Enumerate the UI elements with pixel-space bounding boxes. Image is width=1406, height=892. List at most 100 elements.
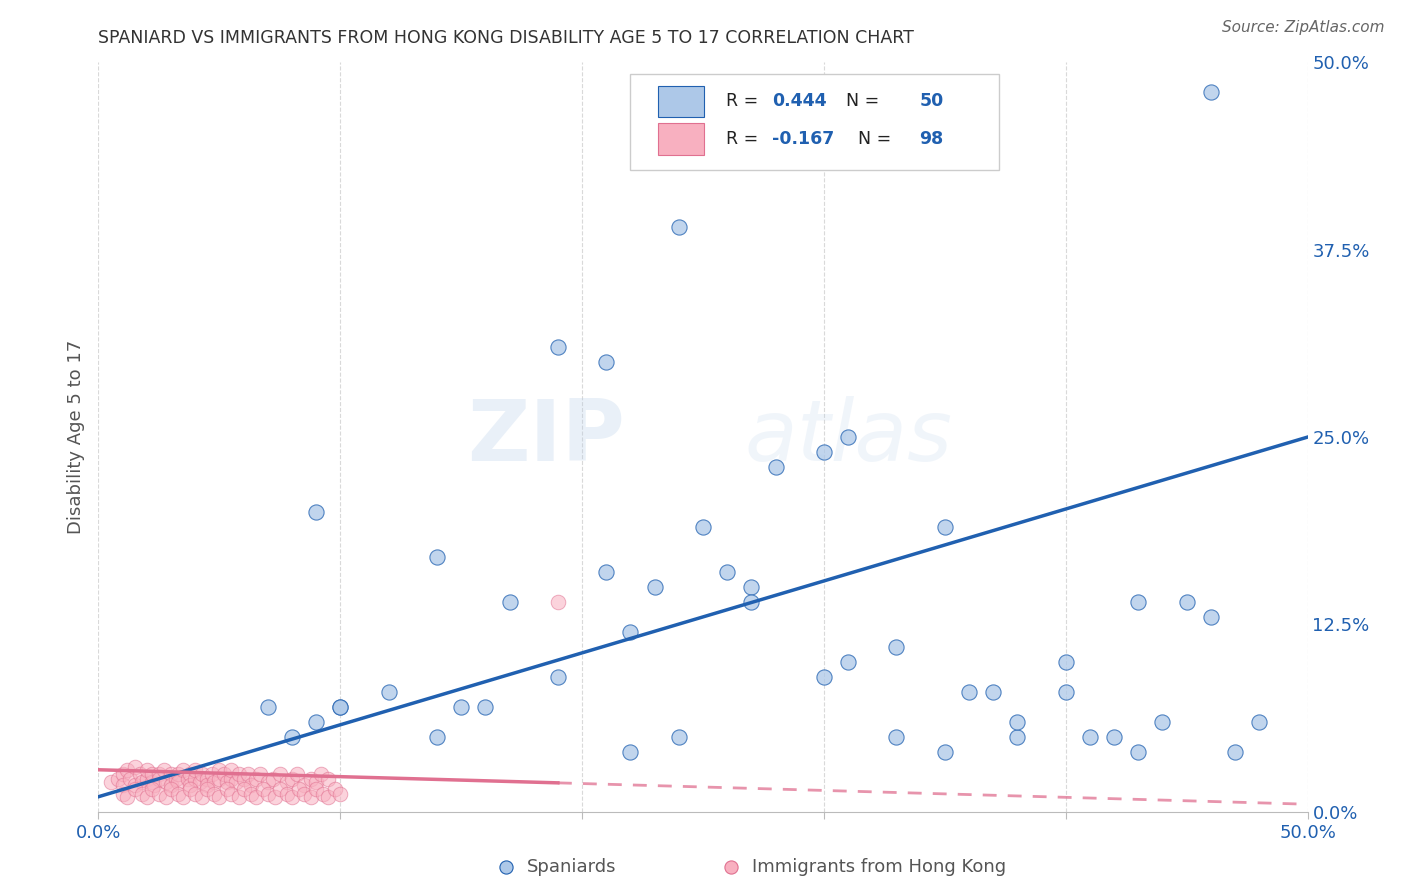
Text: Immigrants from Hong Kong: Immigrants from Hong Kong xyxy=(752,858,1007,876)
Point xyxy=(1078,730,1101,744)
Point xyxy=(208,789,231,804)
Point xyxy=(188,774,211,789)
Point xyxy=(111,778,134,792)
Point xyxy=(141,774,163,789)
Point xyxy=(177,772,200,786)
Point xyxy=(195,778,218,792)
Point xyxy=(269,782,291,797)
Text: R =: R = xyxy=(725,130,763,148)
Point xyxy=(262,772,284,786)
Point xyxy=(281,789,304,804)
Point xyxy=(740,580,762,594)
Point xyxy=(256,787,278,801)
Point xyxy=(228,767,250,781)
Point xyxy=(1054,685,1077,699)
FancyBboxPatch shape xyxy=(658,123,704,154)
Point xyxy=(179,782,201,797)
FancyBboxPatch shape xyxy=(630,74,1000,169)
Point xyxy=(813,445,835,459)
Point xyxy=(179,767,201,781)
Point xyxy=(135,763,157,777)
Point xyxy=(245,789,267,804)
Point xyxy=(329,699,352,714)
Point xyxy=(100,774,122,789)
Point xyxy=(208,763,231,777)
Point xyxy=(107,772,129,786)
Point xyxy=(256,699,278,714)
Point xyxy=(215,782,238,797)
Point xyxy=(184,763,207,777)
Point xyxy=(285,767,308,781)
Point xyxy=(252,782,274,797)
Point xyxy=(221,787,243,801)
Point xyxy=(148,772,170,786)
Point xyxy=(124,760,146,774)
Point xyxy=(1175,595,1198,609)
Point xyxy=(716,565,738,579)
Point xyxy=(934,745,956,759)
Point xyxy=(1199,610,1222,624)
Point xyxy=(269,767,291,781)
Point xyxy=(498,595,520,609)
Point xyxy=(155,789,177,804)
Point xyxy=(201,767,224,781)
Point xyxy=(288,782,311,797)
Point xyxy=(619,624,641,639)
Point xyxy=(191,767,214,781)
Point xyxy=(1102,730,1125,744)
Point xyxy=(135,789,157,804)
Text: Source: ZipAtlas.com: Source: ZipAtlas.com xyxy=(1222,20,1385,35)
Point xyxy=(886,640,908,654)
Point xyxy=(195,782,218,797)
Point xyxy=(595,565,617,579)
Point xyxy=(131,787,153,801)
Point xyxy=(204,774,226,789)
Point xyxy=(692,520,714,534)
Point xyxy=(245,772,267,786)
Point xyxy=(117,763,139,777)
Point xyxy=(1199,86,1222,100)
Point xyxy=(165,772,187,786)
Point xyxy=(239,787,262,801)
Point xyxy=(249,767,271,781)
Text: 98: 98 xyxy=(920,130,943,148)
Text: N =: N = xyxy=(846,130,897,148)
Point xyxy=(208,772,231,786)
Point xyxy=(204,787,226,801)
Point xyxy=(172,763,194,777)
Point xyxy=(152,763,174,777)
Point xyxy=(981,685,1004,699)
Point xyxy=(1128,745,1150,759)
Point xyxy=(160,767,183,781)
Point xyxy=(426,730,449,744)
Point xyxy=(426,549,449,564)
Point xyxy=(179,778,201,792)
Point xyxy=(124,778,146,792)
Point xyxy=(264,789,287,804)
Point xyxy=(1152,714,1174,729)
FancyBboxPatch shape xyxy=(658,86,704,117)
Text: Spaniards: Spaniards xyxy=(527,858,617,876)
Point xyxy=(299,789,322,804)
Point xyxy=(111,767,134,781)
Point xyxy=(195,772,218,786)
Point xyxy=(377,685,399,699)
Point xyxy=(191,789,214,804)
Point xyxy=(212,767,235,781)
Point xyxy=(1249,714,1271,729)
Text: 50: 50 xyxy=(920,93,943,111)
Point xyxy=(167,774,190,789)
Point xyxy=(221,763,243,777)
Point xyxy=(160,778,183,792)
Point xyxy=(1054,655,1077,669)
Point xyxy=(117,789,139,804)
Point xyxy=(740,595,762,609)
Text: atlas: atlas xyxy=(744,395,952,479)
Point xyxy=(1344,763,1367,777)
Point xyxy=(225,774,247,789)
Point xyxy=(239,778,262,792)
Point xyxy=(141,782,163,797)
Point xyxy=(595,355,617,369)
Point xyxy=(167,767,190,781)
Point xyxy=(619,745,641,759)
